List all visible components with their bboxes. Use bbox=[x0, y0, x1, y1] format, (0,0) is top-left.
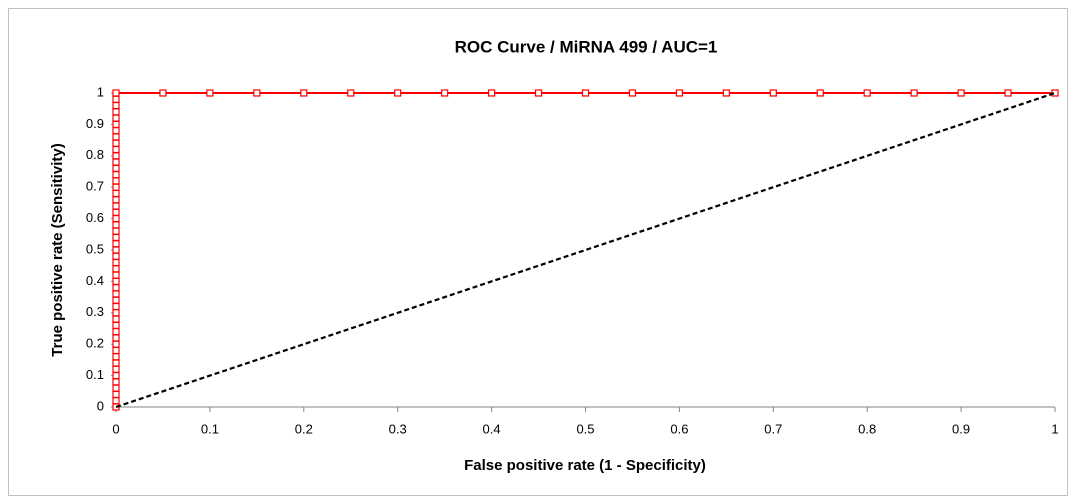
marker bbox=[112, 277, 120, 285]
marker bbox=[534, 89, 543, 97]
marker bbox=[581, 89, 590, 97]
marker bbox=[112, 152, 120, 160]
y-tick-label: 0.2 bbox=[86, 336, 104, 351]
y-tick-label: 0.4 bbox=[86, 273, 104, 288]
marker bbox=[722, 89, 730, 97]
marker bbox=[112, 158, 120, 166]
marker bbox=[957, 89, 965, 97]
y-tick-label: 0.1 bbox=[86, 367, 104, 382]
series-line bbox=[115, 91, 1056, 409]
y-tick-label: 0 bbox=[97, 398, 104, 413]
marker bbox=[112, 139, 120, 147]
marker bbox=[112, 372, 120, 380]
y-tick-label: 0.8 bbox=[86, 147, 104, 162]
y-tick-label: 0.7 bbox=[86, 179, 104, 194]
x-tick-label: 0.5 bbox=[576, 421, 594, 436]
x-tick-label: 0.2 bbox=[295, 421, 313, 436]
y-tick-label: 0.9 bbox=[86, 116, 104, 131]
marker bbox=[112, 120, 120, 129]
marker bbox=[112, 101, 120, 110]
marker bbox=[628, 89, 637, 97]
marker bbox=[112, 353, 120, 361]
marker bbox=[347, 89, 355, 97]
marker bbox=[910, 89, 918, 97]
marker bbox=[112, 309, 120, 317]
x-tick-label: 0 bbox=[112, 421, 119, 436]
marker bbox=[112, 340, 120, 348]
x-tick-label: 0.6 bbox=[670, 421, 688, 436]
chart-frame bbox=[8, 8, 1068, 496]
marker bbox=[441, 89, 449, 97]
marker bbox=[253, 89, 261, 97]
marker bbox=[112, 284, 120, 292]
marker bbox=[112, 227, 120, 235]
y-axis-title: True positive rate (Sensitivity) bbox=[49, 143, 66, 356]
marker bbox=[112, 328, 120, 336]
marker bbox=[112, 302, 120, 311]
marker bbox=[112, 221, 120, 229]
marker bbox=[112, 114, 120, 122]
marker bbox=[1004, 89, 1012, 97]
marker bbox=[112, 196, 120, 204]
marker bbox=[112, 164, 120, 172]
marker bbox=[675, 89, 684, 97]
marker bbox=[112, 321, 120, 329]
x-tick-label: 0.7 bbox=[764, 421, 782, 436]
marker bbox=[112, 265, 120, 273]
y-tick-label: 1 bbox=[97, 84, 104, 99]
marker bbox=[112, 252, 120, 260]
marker bbox=[112, 215, 120, 223]
y-tick-label: 0.6 bbox=[86, 210, 104, 225]
marker bbox=[112, 95, 120, 103]
y-tick-label: 0.3 bbox=[86, 304, 104, 319]
marker bbox=[112, 296, 120, 304]
marker bbox=[112, 177, 120, 185]
marker bbox=[112, 378, 120, 386]
y-tick-label: 0.5 bbox=[86, 241, 104, 256]
marker bbox=[112, 246, 120, 254]
x-tick-label: 0.4 bbox=[483, 421, 501, 436]
marker bbox=[816, 89, 824, 97]
marker bbox=[112, 346, 120, 355]
marker bbox=[112, 233, 120, 242]
marker bbox=[112, 89, 120, 97]
marker bbox=[112, 202, 120, 210]
x-tick-label: 0.8 bbox=[858, 421, 876, 436]
marker bbox=[112, 171, 120, 179]
marker bbox=[488, 89, 496, 97]
marker bbox=[112, 133, 120, 141]
marker bbox=[112, 384, 120, 392]
marker bbox=[112, 258, 120, 267]
marker bbox=[112, 108, 120, 116]
marker bbox=[300, 89, 308, 97]
marker bbox=[112, 365, 120, 373]
marker bbox=[112, 290, 120, 298]
x-tick-label: 0.3 bbox=[389, 421, 407, 436]
x-axis-title: False positive rate (1 - Specificity) bbox=[464, 457, 706, 474]
marker bbox=[112, 315, 120, 323]
marker bbox=[112, 189, 120, 198]
marker bbox=[112, 145, 120, 154]
x-tick-label: 0.9 bbox=[952, 421, 970, 436]
marker bbox=[112, 334, 120, 342]
marker bbox=[112, 208, 120, 216]
marker bbox=[159, 89, 167, 97]
marker bbox=[394, 89, 402, 97]
marker bbox=[112, 359, 120, 367]
marker bbox=[206, 89, 214, 97]
chart-title: ROC Curve / MiRNA 499 / AUC=1 bbox=[455, 37, 718, 56]
marker bbox=[863, 89, 871, 97]
marker bbox=[112, 183, 120, 191]
x-tick-label: 0.1 bbox=[201, 421, 219, 436]
marker bbox=[112, 390, 120, 399]
marker bbox=[112, 240, 120, 248]
marker bbox=[112, 127, 120, 135]
marker bbox=[112, 271, 120, 279]
x-tick-label: 1 bbox=[1051, 421, 1058, 436]
marker bbox=[112, 397, 120, 405]
marker bbox=[769, 89, 777, 97]
